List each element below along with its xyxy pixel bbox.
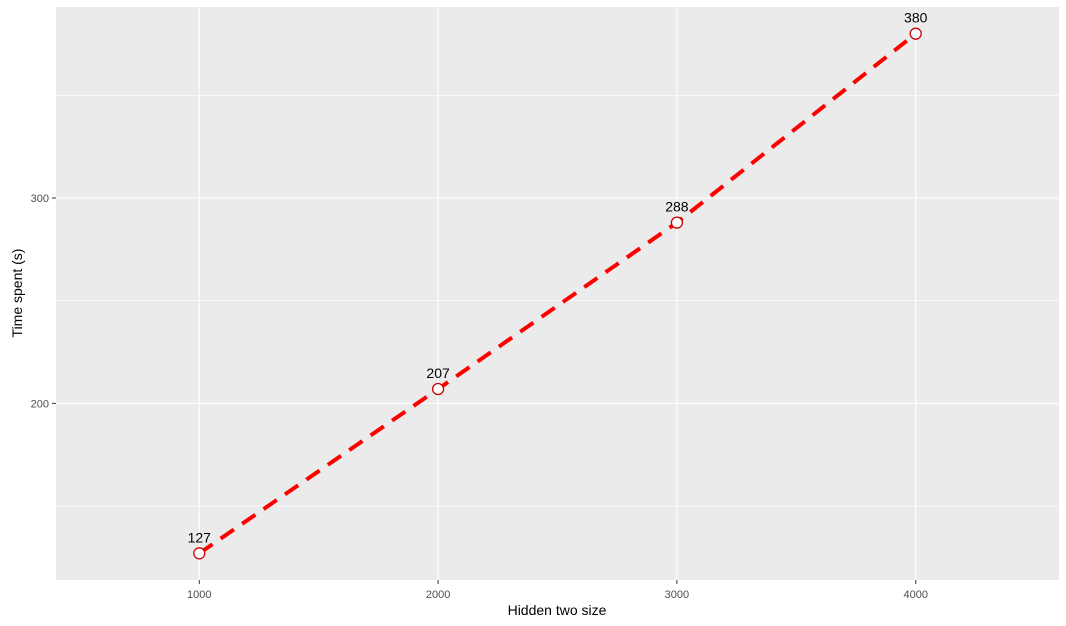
minor-grid bbox=[56, 95, 1059, 507]
data-point-2 bbox=[670, 216, 684, 229]
y-tick-label-0: 200 bbox=[31, 398, 49, 410]
y-tick-labels: 200 300 bbox=[31, 193, 49, 410]
data-label-0: 127 bbox=[188, 529, 212, 545]
data-point-1 bbox=[431, 382, 445, 396]
series-group bbox=[198, 32, 917, 555]
y-tick-label-1: 300 bbox=[31, 193, 49, 205]
plot-panel bbox=[56, 7, 1059, 580]
points-group bbox=[193, 27, 922, 560]
x-tick-labels: 1000 2000 3000 4000 bbox=[187, 589, 928, 601]
data-labels-group: 127 207 288 380 bbox=[188, 10, 928, 546]
data-label-2: 288 bbox=[665, 199, 689, 215]
x-tick-label-3: 4000 bbox=[903, 589, 927, 601]
axis-ticks bbox=[52, 197, 917, 584]
major-grid bbox=[56, 7, 1059, 580]
x-tick-label-1: 2000 bbox=[426, 589, 450, 601]
x-tick-label-0: 1000 bbox=[187, 589, 211, 601]
data-point-3 bbox=[909, 27, 922, 40]
data-label-3: 380 bbox=[904, 10, 928, 26]
series-line bbox=[198, 32, 917, 555]
data-label-1: 207 bbox=[426, 365, 450, 381]
x-tick-label-2: 3000 bbox=[665, 589, 689, 601]
x-axis-title: Hidden two size bbox=[508, 602, 607, 618]
data-point-0 bbox=[193, 547, 206, 560]
y-axis-title: Time spent (s) bbox=[9, 249, 25, 338]
